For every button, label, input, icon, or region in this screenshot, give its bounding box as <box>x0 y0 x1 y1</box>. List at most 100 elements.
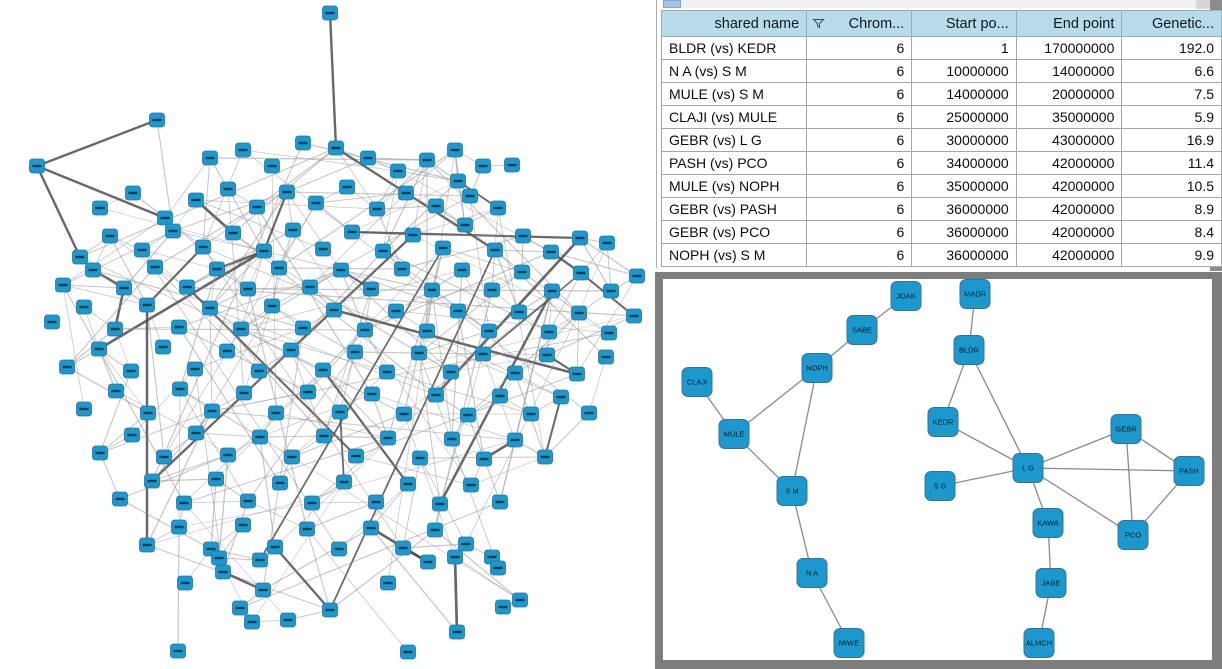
network-node[interactable] <box>444 431 460 447</box>
network-node[interactable] <box>304 495 320 511</box>
network-node[interactable] <box>543 244 559 260</box>
network-node[interactable] <box>85 262 101 278</box>
network-node[interactable] <box>322 602 338 618</box>
table-row[interactable]: MULE (vs) S M 6 14000000 20000000 7.5 <box>660 82 1222 106</box>
network-node[interactable] <box>396 406 412 422</box>
table-cell[interactable]: 9.9 <box>1121 243 1222 267</box>
network-node[interactable] <box>571 305 587 321</box>
network-node[interactable] <box>315 241 331 257</box>
table-cell[interactable]: 10000000 <box>911 59 1017 83</box>
network-node[interactable] <box>363 520 379 536</box>
network-node[interactable] <box>116 280 132 296</box>
table-row[interactable]: BLDR (vs) KEDR 6 1 170000000 192.0 <box>660 36 1222 60</box>
table-cell[interactable]: 8.9 <box>1121 197 1222 221</box>
network-node[interactable] <box>490 200 506 216</box>
network-node[interactable] <box>626 308 642 324</box>
network-node-mule[interactable]: MULE <box>718 419 750 449</box>
network-node[interactable] <box>264 298 280 314</box>
network-node[interactable] <box>390 163 406 179</box>
network-node[interactable] <box>460 407 476 423</box>
network-node[interactable] <box>450 303 466 319</box>
network-node[interactable] <box>225 225 241 241</box>
network-node[interactable] <box>428 387 444 403</box>
network-node[interactable] <box>219 343 235 359</box>
network-node[interactable] <box>134 242 150 258</box>
network-node[interactable] <box>255 582 271 598</box>
network-node[interactable] <box>495 599 511 615</box>
network-node[interactable] <box>295 320 311 336</box>
network-node[interactable] <box>347 344 363 360</box>
table-cell[interactable]: 36000000 <box>911 220 1017 244</box>
network-node[interactable] <box>333 262 349 278</box>
network-node[interactable] <box>512 592 528 608</box>
table-cell[interactable]: 34000000 <box>911 151 1017 175</box>
network-node[interactable] <box>147 259 163 275</box>
network-node[interactable] <box>220 181 236 197</box>
table-row[interactable]: N A (vs) S M 6 10000000 14000000 6.6 <box>660 59 1222 83</box>
network-node[interactable] <box>267 539 283 555</box>
network-node[interactable] <box>511 304 527 320</box>
network-node[interactable] <box>515 228 531 244</box>
network-node[interactable] <box>435 240 451 256</box>
horizontal-scrollbar[interactable] <box>662 0 1196 8</box>
network-node[interactable] <box>432 496 448 512</box>
network-node[interactable] <box>59 359 75 375</box>
network-node[interactable] <box>233 321 249 337</box>
network-node[interactable] <box>475 158 491 174</box>
table-cell[interactable]: 35000000 <box>911 174 1017 198</box>
network-node[interactable] <box>601 325 617 341</box>
network-node[interactable] <box>171 519 187 535</box>
network-node[interactable] <box>348 448 364 464</box>
table-cell[interactable]: 14000000 <box>1015 59 1123 83</box>
network-node[interactable] <box>419 323 435 339</box>
table-cell[interactable]: 42000000 <box>1015 151 1123 175</box>
network-edge[interactable] <box>791 367 818 492</box>
network-node[interactable] <box>236 385 252 401</box>
column-header-startpo[interactable]: Start po... <box>911 10 1017 37</box>
network-node[interactable] <box>302 279 318 295</box>
network-node[interactable] <box>295 135 311 151</box>
network-node-madr[interactable]: MADR <box>959 279 991 309</box>
network-node[interactable] <box>357 322 373 338</box>
network-node[interactable] <box>573 265 589 281</box>
table-cell[interactable]: 6 <box>806 36 913 60</box>
network-node[interactable] <box>572 230 588 246</box>
network-node[interactable] <box>322 5 338 21</box>
network-node[interactable] <box>284 449 300 465</box>
table-cell[interactable]: 25000000 <box>911 105 1017 129</box>
table-row[interactable]: MULE (vs) NOPH 6 35000000 42000000 10.5 <box>660 174 1222 198</box>
network-node[interactable] <box>125 185 141 201</box>
network-node[interactable] <box>29 158 45 174</box>
network-node[interactable] <box>316 428 332 444</box>
network-node[interactable] <box>92 445 108 461</box>
network-node[interactable] <box>541 324 557 340</box>
table-cell[interactable]: GEBR (vs) L G <box>660 128 808 152</box>
table-row[interactable]: CLAJI (vs) MULE 6 25000000 35000000 5.9 <box>660 105 1222 129</box>
network-node[interactable] <box>457 217 473 233</box>
column-header-sharedname[interactable]: shared name <box>660 10 808 37</box>
network-node[interactable] <box>195 239 211 255</box>
network-node[interactable] <box>271 260 287 276</box>
network-node-sabe[interactable]: SABE <box>846 315 878 345</box>
table-row[interactable]: GEBR (vs) L G 6 30000000 43000000 16.9 <box>660 128 1222 152</box>
network-node-sg[interactable]: S G <box>924 471 956 501</box>
network-node[interactable] <box>369 201 385 217</box>
network-node-miwe[interactable]: MIWE <box>833 628 865 658</box>
network-node-jabe[interactable]: JABE <box>1035 568 1067 598</box>
table-cell[interactable]: 5.9 <box>1121 105 1222 129</box>
network-node[interactable] <box>344 224 360 240</box>
network-node[interactable] <box>427 522 443 538</box>
table-cell[interactable]: 16.9 <box>1121 128 1222 152</box>
network-node[interactable] <box>569 366 585 382</box>
network-node[interactable] <box>419 152 435 168</box>
network-node-gebr[interactable]: GEBR <box>1110 414 1142 444</box>
network-node[interactable] <box>450 173 466 189</box>
network-node[interactable] <box>454 262 470 278</box>
network-node[interactable] <box>599 235 615 251</box>
table-row[interactable]: GEBR (vs) PCO 6 36000000 42000000 8.4 <box>660 220 1222 244</box>
table-cell[interactable]: 192.0 <box>1121 36 1222 60</box>
network-node[interactable] <box>140 405 156 421</box>
network-node[interactable] <box>336 474 352 490</box>
network-node[interactable] <box>537 449 553 465</box>
network-node[interactable] <box>240 493 256 509</box>
